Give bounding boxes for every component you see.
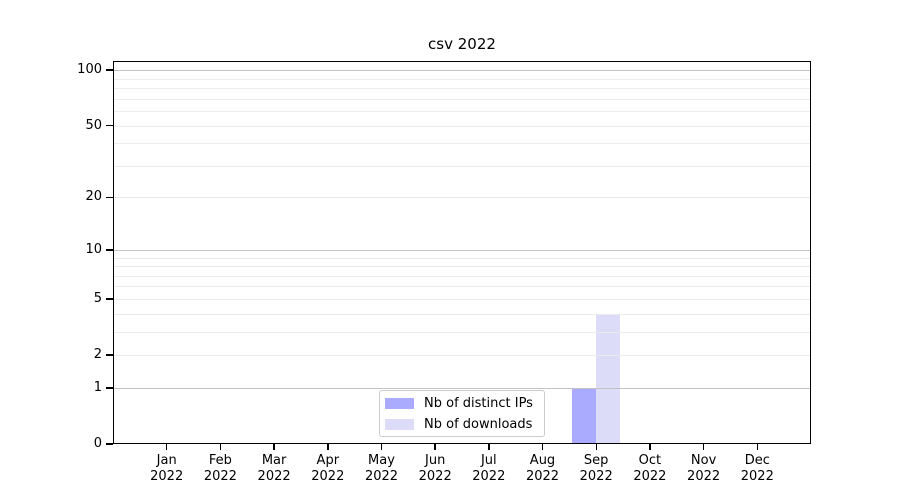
y-tick-label-10: 10 <box>85 241 102 257</box>
y-tick-label-1: 1 <box>93 379 102 395</box>
x-tick-mark-may <box>380 444 383 450</box>
y-tick-label-20: 20 <box>85 189 102 205</box>
y-tick-mark-100 <box>106 69 113 71</box>
bar-nb-of-distinct-ips-sep <box>572 387 597 444</box>
gridline-y-7 <box>113 275 811 277</box>
x-tick-label-jul: Jul 2022 <box>472 453 506 484</box>
legend: Nb of distinct IPs Nb of downloads <box>379 390 545 437</box>
gridline-y-40 <box>113 143 811 145</box>
y-tick-label-50: 50 <box>85 117 102 133</box>
bar-nb-of-downloads-sep <box>596 313 621 444</box>
x-tick-label-sep: Sep 2022 <box>579 453 613 484</box>
x-tick-mark-oct <box>649 444 651 450</box>
y-tick-mark-1 <box>106 387 113 389</box>
legend-item-distinct-ips: Nb of distinct IPs <box>385 394 539 413</box>
y-tick-mark-20 <box>106 196 113 199</box>
gridline-y-2 <box>113 355 811 356</box>
x-tick-label-aug: Aug 2022 <box>525 453 560 484</box>
x-tick-label-nov: Nov 2022 <box>687 453 721 484</box>
x-tick-mark-aug <box>541 444 544 450</box>
chart-title: csv 2022 <box>428 35 496 53</box>
y-tick-label-100: 100 <box>77 62 102 78</box>
legend-swatch-distinct-ips <box>385 397 414 409</box>
legend-label-distinct-ips: Nb of distinct IPs <box>424 395 533 411</box>
gridline-y-70 <box>113 98 811 100</box>
gridline-y-10 <box>113 249 811 251</box>
x-tick-label-jun: Jun 2022 <box>418 453 452 484</box>
gridline-y-80 <box>113 88 811 89</box>
x-tick-mark-dec <box>756 444 759 450</box>
gridline-y-3 <box>113 331 811 333</box>
y-tick-mark-5 <box>106 298 113 300</box>
gridline-y-100 <box>113 70 811 72</box>
x-tick-mark-apr <box>327 444 329 450</box>
gridline-y-6 <box>113 286 811 288</box>
gridline-y-60 <box>113 110 811 112</box>
y-tick-mark-0 <box>106 443 113 445</box>
x-tick-label-jan: Jan 2022 <box>150 453 184 484</box>
gridline-y-50 <box>113 125 811 127</box>
x-tick-label-dec: Dec 2022 <box>740 453 774 484</box>
x-tick-label-may: May 2022 <box>364 453 399 484</box>
gridline-y-1 <box>113 387 811 389</box>
gridline-y-90 <box>113 78 811 80</box>
x-tick-mark-nov <box>702 444 705 450</box>
gridline-y-5 <box>113 298 811 300</box>
gridline-y-30 <box>113 165 811 167</box>
legend-item-downloads: Nb of downloads <box>385 415 539 434</box>
x-tick-label-feb: Feb 2022 <box>203 453 237 484</box>
legend-label-downloads: Nb of downloads <box>424 416 533 432</box>
y-tick-label-5: 5 <box>93 290 102 306</box>
x-tick-label-oct: Oct 2022 <box>633 453 667 484</box>
x-tick-mark-mar <box>273 444 275 450</box>
x-tick-label-apr: Apr 2022 <box>311 453 345 484</box>
x-tick-mark-jun <box>434 444 436 450</box>
y-tick-mark-2 <box>106 354 113 356</box>
x-tick-label-mar: Mar 2022 <box>257 453 291 484</box>
x-tick-mark-jul <box>488 444 490 450</box>
y-tick-label-2: 2 <box>93 347 102 362</box>
gridline-y-8 <box>113 266 811 267</box>
legend-swatch-downloads <box>385 418 414 430</box>
x-tick-mark-sep <box>595 444 597 450</box>
plot-area <box>113 61 811 444</box>
gridline-y-20 <box>113 197 811 199</box>
x-tick-mark-jan <box>165 444 168 450</box>
gridline-y-9 <box>113 257 811 259</box>
y-tick-mark-50 <box>106 124 113 127</box>
y-tick-label-0: 0 <box>93 436 102 451</box>
y-tick-mark-10 <box>106 249 113 251</box>
x-tick-mark-feb <box>219 444 222 450</box>
gridline-y-4 <box>113 313 811 315</box>
